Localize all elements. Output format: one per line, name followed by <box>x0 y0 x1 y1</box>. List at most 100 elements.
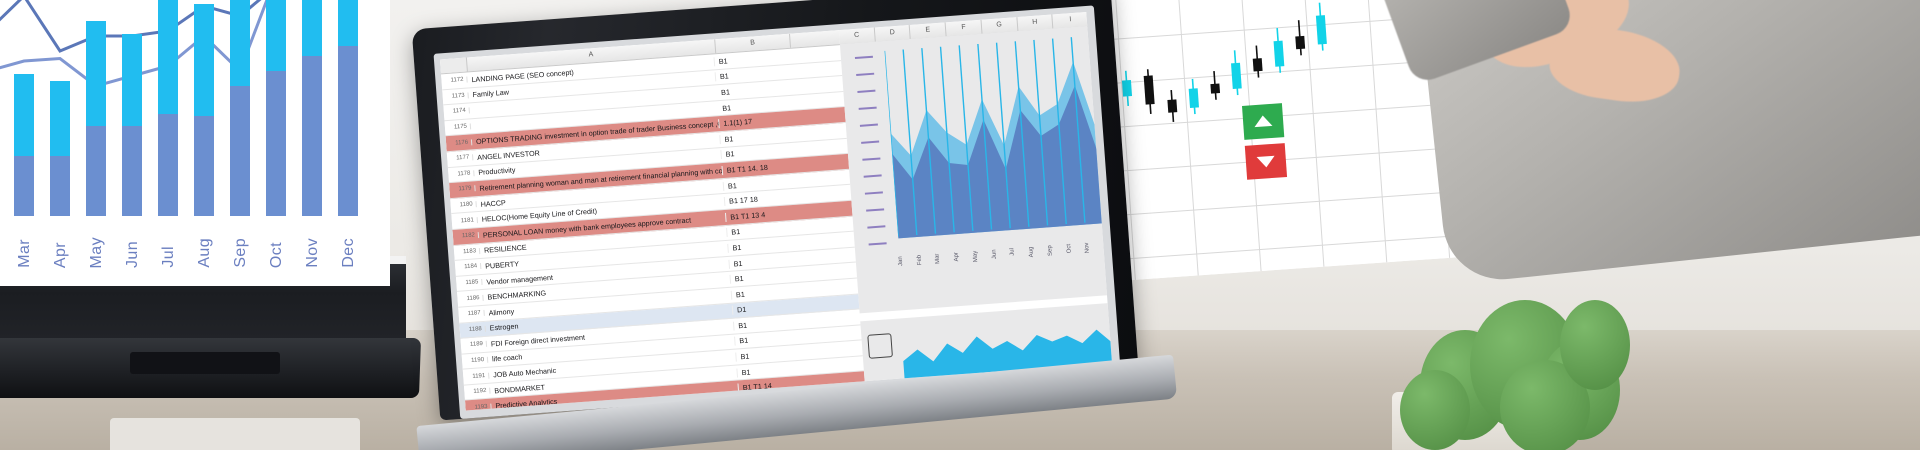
bar-column <box>302 0 322 216</box>
cell-column-b[interactable]: B1 <box>732 242 742 253</box>
row-number[interactable]: 1174 <box>443 107 471 116</box>
row-number[interactable]: 1173 <box>442 92 469 101</box>
cell-column-b[interactable]: B1 17 18 <box>728 194 759 206</box>
candle-body <box>1295 35 1306 50</box>
row-number[interactable]: 1181 <box>451 216 479 225</box>
cell-column-b[interactable]: B1 <box>735 289 746 300</box>
cell-column-b[interactable]: B1 <box>718 56 728 66</box>
row-number[interactable]: 1180 <box>450 201 477 210</box>
bar-segment-lower <box>338 46 358 216</box>
legend-dash <box>864 191 883 195</box>
bar-segment-upper <box>266 0 286 71</box>
cell-column-b[interactable]: B1 <box>740 351 750 362</box>
bar-segment-lower <box>50 156 70 216</box>
row-number[interactable]: 1191 <box>463 372 490 381</box>
area-month-label: Aug <box>1028 246 1036 258</box>
legend-dash <box>868 242 887 246</box>
bar-segment-lower <box>158 113 178 216</box>
cell-column-b[interactable]: B1 <box>741 367 751 377</box>
bar-segment-upper <box>158 0 178 114</box>
cell-column-b[interactable]: B1 <box>727 180 738 191</box>
laptop-screen[interactable]: A B 1172 LANDING PAGE (SEO concept) B1 1173… <box>439 11 1112 411</box>
candle-body <box>1210 83 1221 94</box>
cactus-segment <box>1400 370 1470 450</box>
row-number[interactable]: 1187 <box>458 310 485 318</box>
bar-column <box>266 0 286 216</box>
cell-column-b[interactable]: B1 <box>725 149 735 160</box>
cell-column-b[interactable]: B1 T1 14. 18 <box>726 162 769 175</box>
row-number[interactable]: 1183 <box>453 247 481 256</box>
legend-dash <box>859 123 878 127</box>
cell-column-b[interactable]: B1 <box>721 102 732 113</box>
area-month-label: Oct <box>1065 243 1073 254</box>
spike-line <box>1070 37 1086 223</box>
cell-column-b[interactable]: B1 <box>731 227 741 237</box>
area-chart[interactable]: JanFebMarAprMayJunJulAugSepOctNovDec <box>839 25 1110 314</box>
candle-body <box>1252 58 1263 72</box>
bar-column <box>194 3 214 216</box>
row-number[interactable]: 1186 <box>457 294 484 303</box>
spreadsheet-rows: 1172 LANDING PAGE (SEO concept) B1 1173 Fami… <box>441 45 870 411</box>
bar-segment-lower <box>230 86 250 216</box>
area-month-label: Jun <box>990 249 998 260</box>
legend-dash <box>866 208 885 212</box>
month-label: Dec <box>340 238 357 268</box>
chart-icon <box>867 333 893 359</box>
spike-line <box>939 46 955 233</box>
keyboard[interactable] <box>110 418 360 450</box>
candle-body <box>1188 88 1199 108</box>
row-number[interactable]: 1189 <box>460 341 488 350</box>
cell-column-b[interactable]: B1 <box>733 258 743 268</box>
spreadsheet[interactable]: A B 1172 LANDING PAGE (SEO concept) B1 1173… <box>439 30 868 411</box>
month-label: May <box>88 236 105 268</box>
row-number[interactable]: 1176 <box>445 138 473 147</box>
area-month-label: Sep <box>1047 245 1054 257</box>
buy-button[interactable] <box>1241 103 1285 140</box>
cell-column-b[interactable]: 1.1(1) 17 <box>723 116 753 129</box>
row-number[interactable]: 1172 <box>441 76 468 85</box>
row-number[interactable]: 1182 <box>452 232 480 241</box>
cell-column-b[interactable]: B1 <box>724 133 734 144</box>
row-number[interactable]: 1192 <box>464 387 491 396</box>
cell-column-b[interactable]: B1 <box>720 87 731 97</box>
month-label: Jul <box>160 246 177 268</box>
row-number[interactable]: 1178 <box>448 170 475 178</box>
spike-line <box>958 45 974 231</box>
bar-segment-lower <box>194 116 214 216</box>
row-number[interactable]: 1188 <box>459 325 487 334</box>
cell-column-b[interactable]: B1 <box>719 71 730 82</box>
month-label: Oct <box>268 241 285 268</box>
row-number[interactable]: 1177 <box>447 154 474 163</box>
row-number[interactable]: 1185 <box>456 278 483 287</box>
cell-column-b[interactable]: B1 <box>734 273 744 284</box>
bar-segment-upper <box>230 0 250 86</box>
cell-column-b[interactable]: B1 T1 13 4 <box>729 209 766 222</box>
row-number[interactable]: 1184 <box>455 263 482 272</box>
row-number[interactable]: 1179 <box>449 185 476 194</box>
bar-chart: FebMarAprMayJunJulAugSepOctNovDec <box>0 0 386 274</box>
bar-segment-upper <box>302 0 322 56</box>
candle-body <box>1121 80 1133 97</box>
select-all-corner[interactable] <box>439 57 468 74</box>
bar-column <box>158 0 178 216</box>
sell-button[interactable] <box>1244 143 1288 180</box>
cell-column-b[interactable]: D1 <box>736 304 747 315</box>
bar-column <box>338 0 358 216</box>
candle-body <box>1143 75 1155 105</box>
area-month-label: Jan <box>897 256 905 267</box>
row-number[interactable]: 1190 <box>461 356 489 365</box>
left-laptop-trackpad[interactable] <box>130 352 280 374</box>
bar-segment-lower <box>86 126 106 216</box>
row-number[interactable]: 1175 <box>444 123 472 132</box>
legend-dash <box>857 89 876 93</box>
triangle-up-icon <box>1253 114 1273 128</box>
bar-column <box>86 21 106 216</box>
bar-column <box>230 0 250 216</box>
month-label: Mar <box>16 239 33 268</box>
month-label: Jun <box>124 241 141 268</box>
cell-column-b[interactable]: B1 <box>739 336 749 346</box>
person-with-tablet <box>1374 0 1920 286</box>
bar-segment-lower <box>122 126 142 216</box>
cell-column-b[interactable]: B1 <box>737 320 748 331</box>
